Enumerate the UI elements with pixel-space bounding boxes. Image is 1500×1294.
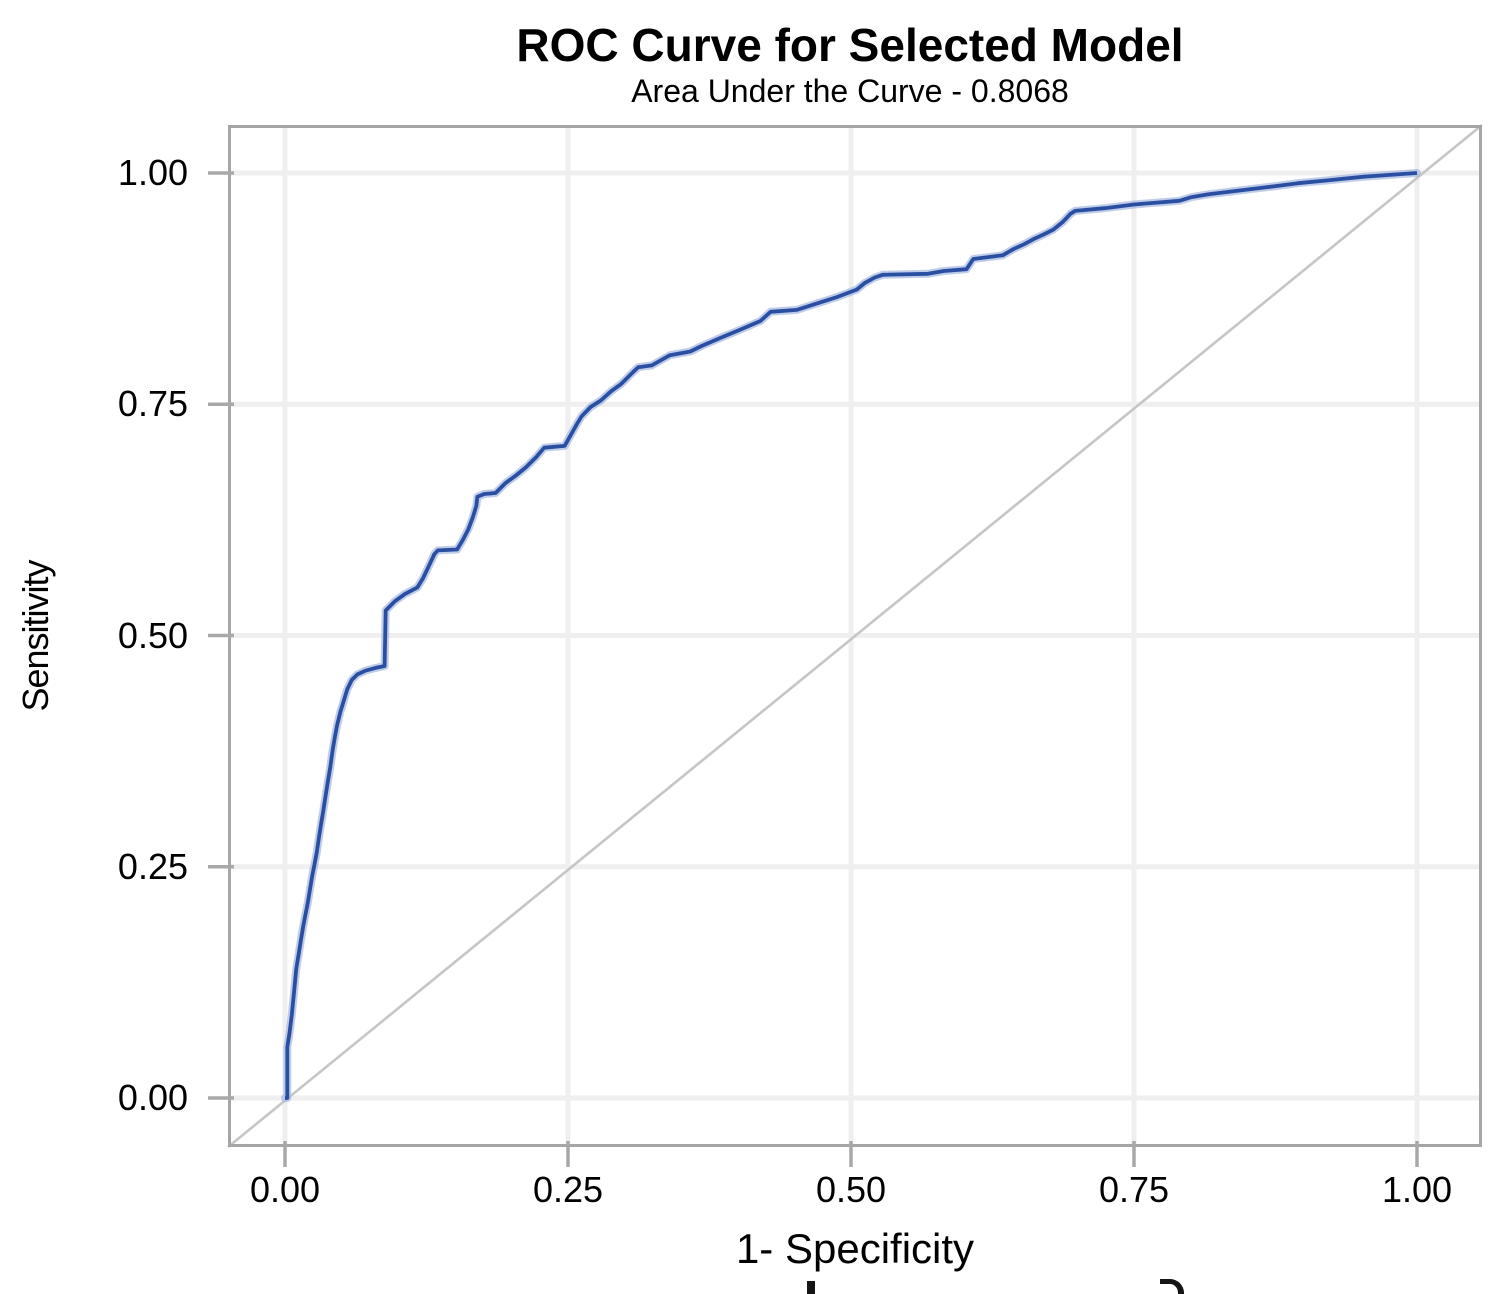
x-tick-label: 0.25 [532, 1169, 604, 1210]
y-tick-label: 0.75 [117, 383, 188, 425]
y-tick-label: 0.25 [117, 845, 188, 887]
clipped-text-fragment [1160, 1279, 1184, 1294]
clipped-text-fragment [807, 1281, 815, 1294]
x-tick-label: 1.00 [1381, 1169, 1453, 1210]
y-tick-label: 0.00 [117, 1077, 188, 1118]
plot-area [208, 123, 1483, 1167]
chart-title: ROC Curve for Selected Model [516, 19, 1184, 71]
y-axis-label: Sensitivity [15, 560, 56, 712]
roc-curve [285, 171, 1418, 1100]
chart-header: ROC Curve for Selected Model Area Under … [223, 0, 1477, 110]
roc-plot-svg [208, 123, 1483, 1167]
reference-diagonal-line [227, 123, 1483, 1149]
x-axis-label: 1- Specificity [735, 1225, 975, 1272]
y-tick-label: 1.00 [117, 152, 188, 193]
y-tick-label: 0.50 [117, 614, 188, 656]
x-tick-label: 0.75 [1098, 1169, 1170, 1210]
x-tick-label: 0.00 [249, 1169, 321, 1210]
x-tick-label: 0.50 [815, 1169, 887, 1210]
chart-subtitle: Area Under the Curve - 0.8068 [631, 73, 1069, 109]
